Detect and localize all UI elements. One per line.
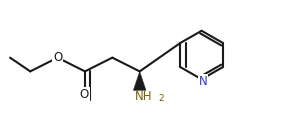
Text: O: O <box>53 51 62 64</box>
Text: O: O <box>79 88 89 101</box>
Text: NH: NH <box>135 90 153 103</box>
Polygon shape <box>133 71 146 90</box>
Text: N: N <box>199 75 207 88</box>
Text: 2: 2 <box>158 94 164 103</box>
